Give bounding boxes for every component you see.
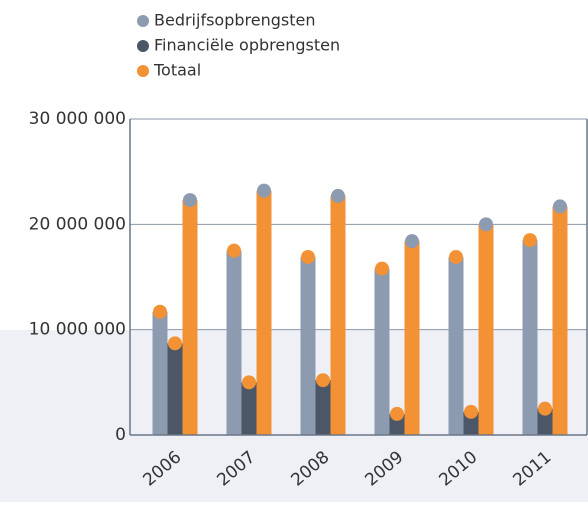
bar-cap [168,336,182,351]
bar-cap [464,404,478,419]
bar [522,240,538,435]
bar-cap [449,249,463,264]
bar-cap [479,217,493,232]
bar-cap [257,183,271,198]
bar-cap [227,243,241,258]
bar [256,190,272,435]
legend-label: Bedrijfsopbrengsten [154,11,315,30]
bar-cap [153,304,167,319]
y-tick-label: 30 000 000 [29,109,126,129]
bar-cap [523,233,537,248]
bar-cap [538,401,552,416]
y-tick-label: 10 000 000 [29,320,126,340]
legend-marker [137,15,149,27]
legend-label: Totaal [153,61,201,80]
bar [182,200,198,435]
bar [478,224,494,435]
bar [330,195,346,435]
bar [300,256,316,435]
y-tick-label: 0 [115,425,126,445]
bar [374,268,390,435]
bar [241,382,257,435]
bar [448,256,464,435]
legend-marker [137,40,149,52]
bar-cap [390,406,404,421]
y-tick-label: 20 000 000 [29,214,126,234]
bar-cap [183,193,197,208]
bar [537,408,553,435]
bar [226,250,242,435]
bar [315,380,331,435]
bar [552,206,568,435]
bar [404,241,420,435]
bar [152,311,168,435]
bar [167,343,183,435]
bar-cap [331,188,345,203]
bar-cap [553,199,567,214]
legend-marker [137,65,149,77]
legend-label: Financiële opbrengsten [154,36,340,55]
bar-cap [405,234,419,249]
bar-cap [301,249,315,264]
bar-cap [242,375,256,390]
bar-cap [375,261,389,276]
bar-cap [316,373,330,388]
